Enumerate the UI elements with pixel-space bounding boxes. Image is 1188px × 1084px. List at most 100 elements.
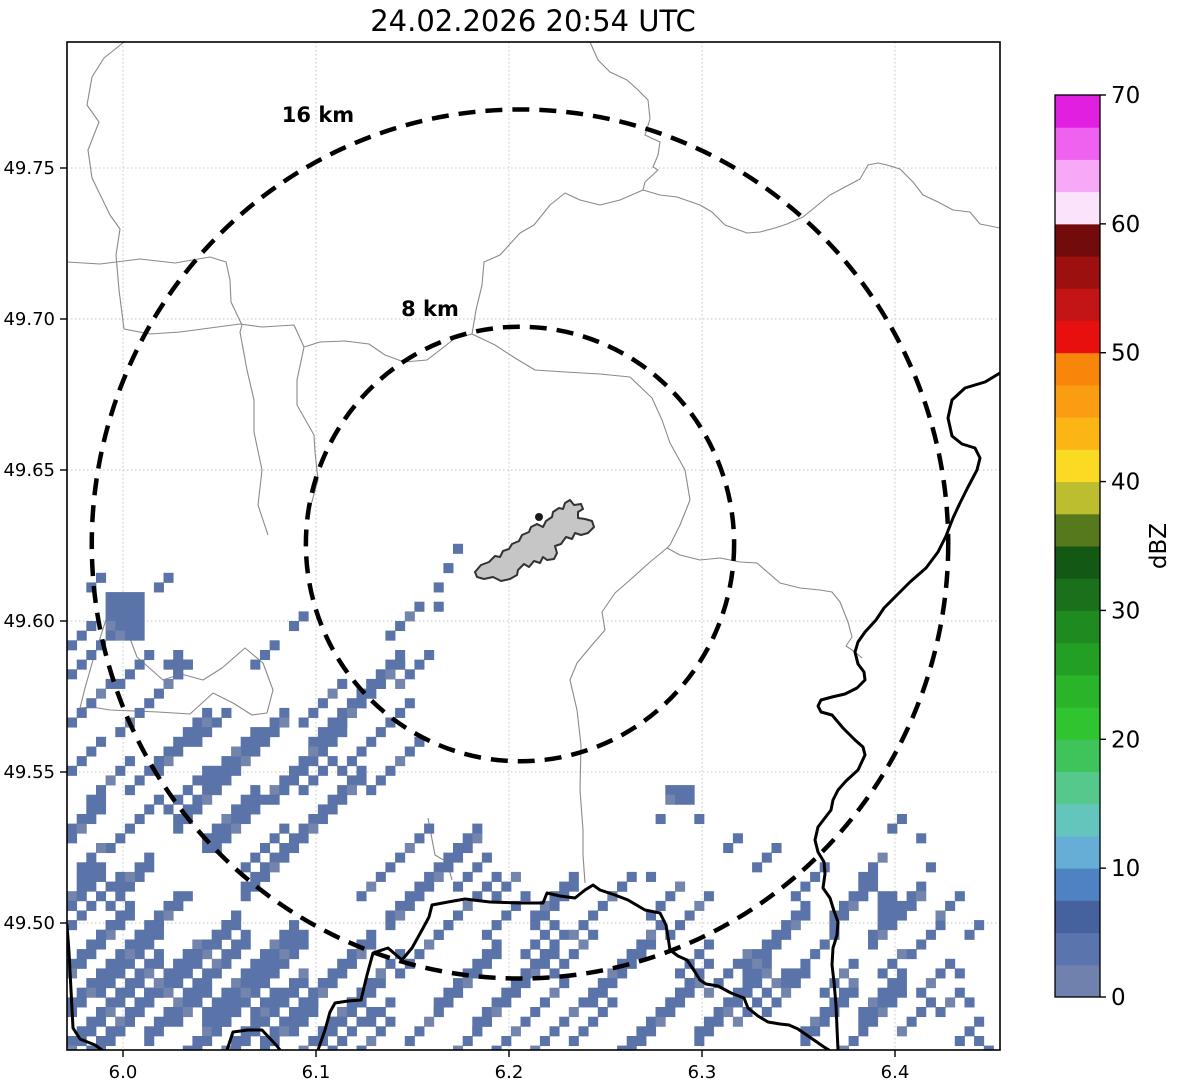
radar-cell	[269, 939, 280, 950]
radar-cell	[202, 978, 213, 989]
radar-cell	[289, 775, 300, 786]
radar-cell	[86, 814, 97, 825]
radar-cell	[819, 987, 830, 998]
radar-cell	[317, 814, 328, 825]
radar-cell	[298, 1045, 309, 1050]
radar-cell	[317, 987, 328, 998]
radar-cell	[539, 900, 550, 911]
airport-polygon	[474, 499, 595, 582]
y-axis-ticks: 49.50 49.55 49.60 49.65 49.70 49.75	[3, 158, 67, 934]
radar-cell	[346, 1007, 357, 1018]
radar-cell	[183, 1055, 193, 1065]
radar-cell	[211, 765, 222, 776]
radar-cell	[790, 891, 801, 902]
radar-cell	[298, 1007, 309, 1018]
radar-cell	[96, 929, 107, 940]
radar-cell	[636, 1036, 647, 1047]
radar-cell	[96, 862, 107, 873]
radar-cell	[163, 978, 174, 989]
radar-cell	[105, 775, 116, 786]
radar-cell	[250, 852, 261, 863]
radar-cell	[192, 997, 203, 1008]
radar-cell	[694, 968, 705, 979]
radar-cell	[86, 804, 97, 815]
radar-cell	[887, 910, 898, 921]
radar-cell	[539, 929, 550, 940]
radar-cell	[221, 929, 232, 940]
colorbar-segment	[1055, 771, 1100, 805]
radar-cell	[848, 958, 859, 969]
radar-cell	[414, 833, 425, 844]
radar-cell	[192, 794, 203, 805]
admin-boundary	[642, 162, 1000, 234]
radar-cell	[76, 997, 87, 1008]
radar-cell	[231, 978, 242, 989]
radar-cell	[462, 1036, 473, 1047]
radar-cell	[424, 939, 435, 950]
radar-cell	[385, 1016, 396, 1027]
radar-cell	[375, 871, 386, 882]
colorbar-tick-label: 0	[1111, 985, 1126, 1011]
radar-cell	[182, 997, 193, 1008]
radar-cell	[713, 1007, 724, 1018]
radar-cell	[520, 1016, 531, 1027]
radar-cell	[115, 968, 126, 979]
radar-cell	[192, 775, 203, 786]
radar-cell	[404, 746, 415, 757]
radar-cell	[202, 1016, 213, 1027]
radar-cell	[105, 881, 116, 892]
radar-cell	[395, 900, 406, 911]
radar-cell	[472, 862, 483, 873]
radar-cell	[462, 900, 473, 911]
radar-cell	[800, 1026, 811, 1037]
radar-cell	[481, 929, 492, 940]
radar-cell	[597, 987, 608, 998]
radar-cell	[192, 717, 203, 728]
radar-cell	[182, 891, 193, 902]
radar-cell	[675, 968, 686, 979]
radar-cell	[279, 785, 290, 796]
radar-cell	[385, 669, 396, 680]
radar-cell	[858, 1016, 869, 1027]
radar-cell	[395, 968, 406, 979]
colorbar-segment	[1055, 739, 1100, 773]
radar-cell	[414, 659, 425, 670]
radar-cell	[346, 785, 357, 796]
radar-cell	[115, 881, 126, 892]
radar-cell	[723, 968, 734, 979]
radar-cell	[703, 1026, 714, 1037]
radar-cell	[935, 968, 946, 979]
radar-cell	[240, 814, 251, 825]
radar-cell	[67, 833, 78, 844]
radar-cell	[134, 775, 145, 786]
radar-cell	[597, 978, 608, 989]
colorbar-segment	[1055, 546, 1100, 579]
radar-cell	[375, 978, 386, 989]
radar-cell	[67, 823, 78, 834]
radar-cell	[877, 891, 888, 902]
radar-cell	[617, 881, 628, 892]
radar-site-marker	[535, 513, 543, 521]
radar-cell	[67, 958, 78, 969]
radar-cell	[781, 968, 792, 979]
radar-cell	[346, 1026, 357, 1037]
radar-cell	[144, 958, 155, 969]
radar-cell	[298, 717, 309, 728]
radar-cell	[163, 804, 174, 815]
colorbar-segment	[1055, 835, 1100, 869]
radar-cell	[134, 1007, 145, 1018]
radar-cell	[925, 997, 936, 1008]
radar-cell	[240, 968, 251, 979]
radar-cell	[337, 794, 348, 805]
radar-cell	[684, 978, 695, 989]
radar-cell	[510, 987, 521, 998]
radar-cell	[559, 1016, 570, 1027]
radar-cell	[655, 1016, 666, 1027]
radar-cell	[424, 1016, 435, 1027]
radar-cell	[134, 814, 145, 825]
radar-cell	[173, 669, 184, 680]
radar-cell	[868, 862, 879, 873]
radar-cell	[124, 785, 135, 796]
radar-cell	[356, 891, 367, 902]
